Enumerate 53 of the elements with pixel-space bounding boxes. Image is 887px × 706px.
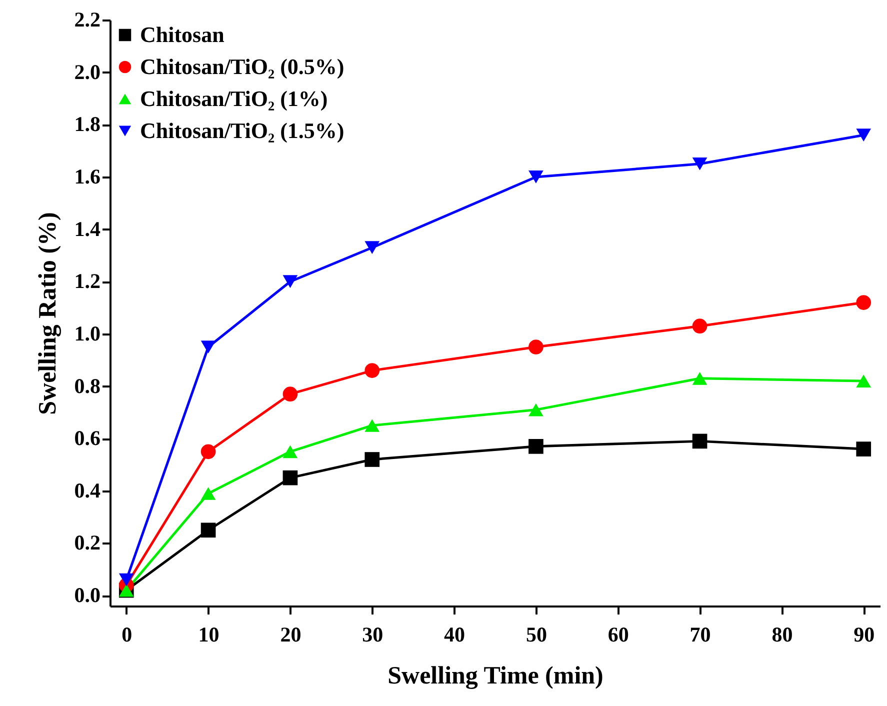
x-tick-label: 70 bbox=[690, 622, 711, 646]
y-tick-label: 0.2 bbox=[74, 530, 100, 555]
x-tick-label: 30 bbox=[362, 622, 384, 646]
x-axis-title: Swelling Time (min) bbox=[388, 662, 604, 690]
point bbox=[364, 419, 380, 432]
point bbox=[282, 386, 298, 402]
legend-label: Chitosan/TiO₂ (1%) bbox=[140, 86, 328, 111]
y-axis-title: Swelling Ratio (%) bbox=[34, 212, 62, 415]
point bbox=[364, 241, 380, 254]
point bbox=[692, 157, 708, 170]
point bbox=[282, 445, 298, 458]
point bbox=[282, 275, 298, 288]
point bbox=[528, 340, 544, 354]
x-tick-label: 80 bbox=[772, 622, 793, 646]
y-tick-label: 1.8 bbox=[74, 112, 100, 136]
legend-label: Chitosan/TiO₂ (1.5%) bbox=[140, 118, 344, 143]
point bbox=[856, 295, 872, 310]
point bbox=[200, 487, 216, 500]
x-tick-label: 10 bbox=[198, 622, 220, 646]
x-tick-label: 50 bbox=[526, 622, 547, 646]
point bbox=[200, 340, 216, 354]
point bbox=[692, 434, 708, 449]
point bbox=[856, 128, 872, 142]
point bbox=[856, 374, 872, 388]
y-tick-label: 2.2 bbox=[74, 8, 100, 32]
y-tick-label: 0.0 bbox=[74, 583, 100, 608]
point bbox=[856, 442, 872, 456]
point bbox=[528, 170, 544, 184]
point bbox=[200, 444, 216, 460]
point bbox=[118, 573, 134, 586]
x-tick-label: 20 bbox=[280, 622, 302, 646]
point bbox=[528, 439, 544, 454]
y-tick-label: 1.0 bbox=[74, 321, 100, 346]
point bbox=[200, 522, 216, 538]
y-tick-label: 1.4 bbox=[74, 216, 101, 241]
point bbox=[528, 403, 544, 416]
point bbox=[282, 470, 298, 486]
y-tick-label: 1.6 bbox=[74, 164, 100, 188]
legend-label: Chitosan/TiO₂ (0.5%) bbox=[140, 54, 344, 79]
legend-label: Chitosan bbox=[140, 22, 224, 47]
y-tick-label: 0.6 bbox=[74, 426, 100, 450]
point bbox=[692, 318, 708, 334]
x-tick-label: 60 bbox=[608, 622, 629, 646]
x-tick-label: 0 bbox=[122, 622, 132, 646]
x-tick-label: 90 bbox=[854, 622, 875, 646]
y-tick-label: 0.4 bbox=[74, 478, 101, 502]
x-tick-label: 40 bbox=[444, 622, 466, 646]
y-tick-label: 0.8 bbox=[74, 374, 100, 398]
point bbox=[364, 363, 380, 378]
y-tick-label: 2.0 bbox=[74, 60, 100, 84]
y-tick-label: 1.2 bbox=[74, 269, 100, 294]
point bbox=[692, 372, 708, 385]
point bbox=[364, 452, 380, 467]
